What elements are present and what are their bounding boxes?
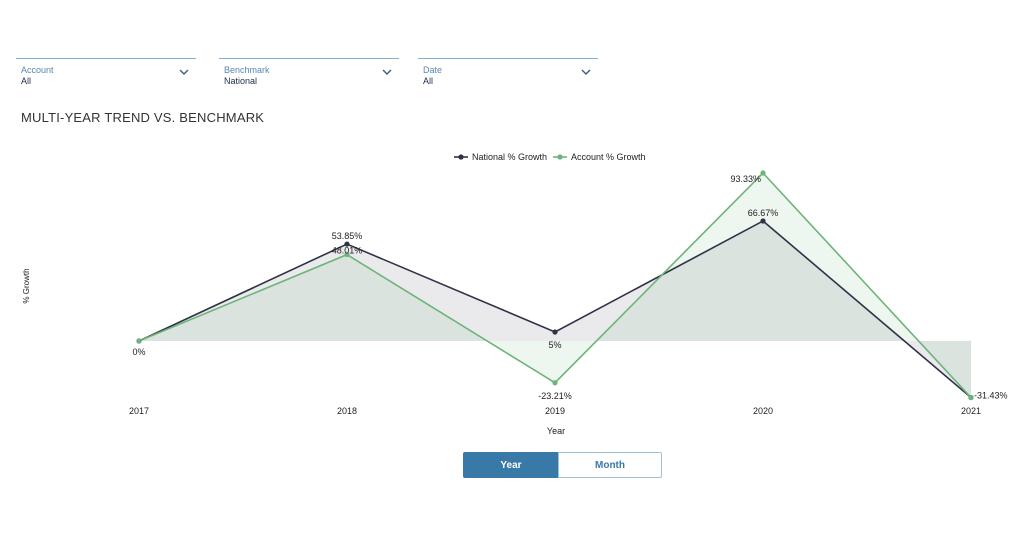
date-filter-label: Date (423, 65, 443, 75)
account-filter-label: Account (21, 65, 54, 75)
legend-label-1: Account % Growth (571, 152, 646, 162)
national-point-2019 (552, 329, 558, 335)
account-point-2020 (760, 170, 766, 176)
national-point-2018 (344, 241, 350, 247)
zero-band-end (969, 340, 971, 342)
x-tick-label-2020: 2020 (753, 406, 773, 416)
chevron-down-icon (179, 69, 189, 75)
benchmark-filter-label: Benchmark (224, 65, 270, 75)
x-tick-label-2018: 2018 (337, 406, 357, 416)
x-axis-title: Year (547, 426, 565, 436)
chevron-down-icon (581, 69, 591, 75)
legend-marker-0 (458, 154, 464, 160)
account-filter-value: All (21, 76, 32, 86)
account-point-2019 (552, 380, 558, 386)
account-point-2017 (136, 338, 142, 344)
account-point-2018 (344, 251, 350, 258)
account-data-label-2021: -31.43% (974, 391, 1008, 401)
account-data-label-2019: -23.21% (538, 391, 572, 401)
account-filter[interactable]: Account All (16, 58, 196, 88)
year-toggle-button[interactable]: Year (463, 452, 559, 478)
national-data-label-2018: 53.85% (332, 231, 363, 241)
page-title: MULTI-YEAR TREND VS. BENCHMARK (21, 110, 265, 125)
national-data-label-2017: 0% (132, 347, 145, 357)
account-data-label-2018: 48.01% (332, 246, 363, 256)
benchmark-filter-value: National (224, 76, 258, 86)
legend-marker-1 (557, 154, 563, 160)
chevron-down-icon (382, 69, 392, 75)
account-point-2021 (968, 394, 974, 401)
account-area (139, 173, 971, 398)
benchmark-filter[interactable]: Benchmark National (219, 58, 399, 88)
account-data-label-2020: 93.33% (730, 174, 761, 184)
x-tick-label-2019: 2019 (545, 406, 565, 416)
month-toggle-button[interactable]: Month (558, 452, 662, 478)
national-point-2020 (760, 218, 766, 224)
legend-label-0: National % Growth (472, 152, 547, 162)
date-filter[interactable]: Date All (418, 58, 598, 88)
growth-line-chart: 0% 53.85% 5% 66.67% 48.01% -23.21% 93.33% -31.4… (22, 152, 1008, 436)
y-axis-title: % Growth (22, 268, 31, 303)
national-data-label-2019: 5% (548, 340, 561, 350)
date-filter-value: All (423, 76, 434, 86)
x-tick-label-2017: 2017 (129, 406, 149, 416)
national-area (139, 220, 971, 398)
national-data-label-2020: 66.67% (748, 208, 779, 218)
x-tick-label-2021: 2021 (961, 406, 981, 416)
